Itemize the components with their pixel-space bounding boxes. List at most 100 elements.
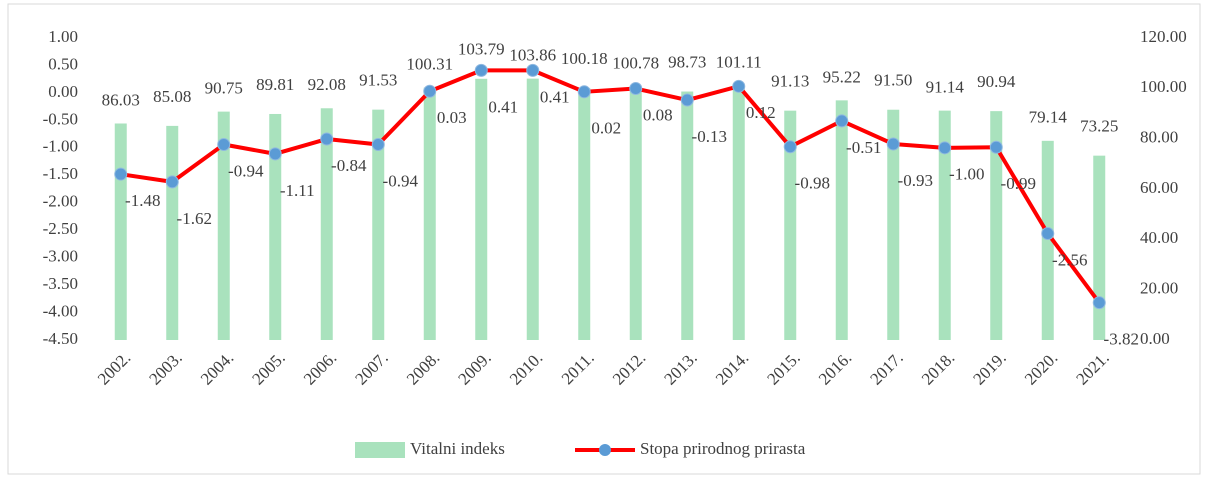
- y-tick-label: -4.50: [43, 329, 78, 348]
- bar: [269, 113, 282, 340]
- bar-value-label: 91.14: [926, 78, 965, 97]
- line-value-label: -0.98: [795, 174, 830, 193]
- bar: [681, 91, 694, 340]
- bar: [114, 123, 127, 340]
- bar: [166, 125, 179, 340]
- line-value-label: -1.48: [125, 191, 160, 210]
- bar: [835, 100, 848, 340]
- line-marker: [577, 85, 591, 99]
- bar-value-label: 73.25: [1080, 117, 1118, 136]
- line-marker: [835, 114, 849, 128]
- legend-swatch: [355, 442, 405, 458]
- line-value-label: 0.03: [437, 108, 467, 127]
- line-marker: [371, 138, 385, 152]
- bar-value-label: 86.03: [102, 90, 140, 109]
- bar: [320, 108, 333, 340]
- bar-value-label: 89.81: [256, 75, 294, 94]
- bar: [887, 109, 900, 340]
- y-tick-label: -3.00: [43, 247, 78, 266]
- line-value-label: -2.56: [1052, 250, 1087, 269]
- line: [120, 68, 1101, 304]
- y2-tick-label: 0.00: [1140, 329, 1170, 348]
- bar-value-label: 103.86: [509, 46, 556, 65]
- line-value-label: -1.00: [949, 165, 984, 184]
- line-marker: [680, 93, 694, 107]
- bar: [423, 87, 436, 341]
- bar-value-label: 100.31: [406, 54, 453, 73]
- y-tick-label: 0.00: [48, 82, 78, 101]
- bar-value-label: 91.50: [874, 71, 912, 90]
- line-marker: [989, 140, 1003, 154]
- bar-value-label: 95.22: [823, 67, 861, 86]
- bar: [732, 85, 745, 341]
- legend-label: Stopa prirodnog prirasta: [640, 439, 806, 458]
- y-tick-label: -1.00: [43, 137, 78, 156]
- bar-value-label: 100.18: [561, 49, 608, 68]
- y2-tick-label: 80.00: [1140, 128, 1178, 147]
- y-tick-label: -1.50: [43, 164, 78, 183]
- y2-tick-label: 100.00: [1140, 77, 1187, 96]
- bar-value-label: 91.13: [771, 72, 809, 91]
- legend-label: Vitalni indeks: [410, 439, 505, 458]
- line-marker: [783, 140, 797, 154]
- line-marker: [474, 63, 488, 77]
- bar: [475, 78, 488, 340]
- y-tick-label: -2.50: [43, 219, 78, 238]
- line-marker: [526, 63, 540, 77]
- line-marker: [423, 84, 437, 98]
- line-value-label: -0.94: [383, 171, 419, 190]
- line-value-label: 0.08: [643, 105, 673, 124]
- bar: [784, 110, 797, 341]
- line-marker: [165, 175, 179, 189]
- line-marker: [1092, 296, 1106, 310]
- chart-border: [7, 3, 1201, 475]
- line-marker: [732, 79, 746, 93]
- y-tick-label: -4.00: [43, 301, 78, 320]
- line-value-label: -0.93: [898, 171, 933, 190]
- bar: [938, 110, 951, 340]
- line-value-label: 0.41: [540, 87, 570, 106]
- legend-marker: [599, 444, 611, 456]
- line-marker: [320, 132, 334, 146]
- line-value-label: -1.11: [280, 181, 315, 200]
- line-value-label: -0.51: [846, 138, 881, 157]
- bar-value-label: 100.78: [612, 53, 659, 72]
- line-value-label: -0.99: [1001, 174, 1036, 193]
- bar: [629, 86, 642, 340]
- y-tick-label: 1.00: [48, 27, 78, 46]
- bar: [526, 78, 539, 340]
- line-value-label: -0.94: [228, 161, 264, 180]
- line-marker: [629, 82, 643, 96]
- line-marker: [1041, 226, 1055, 240]
- y2-tick-label: 60.00: [1140, 178, 1178, 197]
- bar-value-label: 79.14: [1029, 108, 1068, 127]
- bar-value-label: 101.11: [716, 52, 762, 71]
- bar-value-label: 92.08: [308, 75, 346, 94]
- bar: [217, 111, 230, 340]
- bar-value-label: 90.75: [205, 79, 243, 98]
- y-tick-label: -0.50: [43, 109, 78, 128]
- line-value-label: 0.12: [746, 103, 776, 122]
- bar-value-label: 98.73: [668, 52, 706, 71]
- y2-tick-label: 40.00: [1140, 228, 1178, 247]
- line-value-label: -1.62: [177, 209, 212, 228]
- bar-value-label: 91.53: [359, 71, 397, 90]
- line-value-label: -0.84: [331, 156, 367, 175]
- line-value-label: 0.41: [488, 97, 518, 116]
- bar: [1093, 155, 1106, 340]
- bar: [372, 109, 385, 340]
- y2-tick-label: 20.00: [1140, 279, 1178, 298]
- line-marker: [114, 167, 128, 181]
- bar: [1041, 140, 1054, 340]
- bar: [578, 87, 591, 340]
- line-value-label: 0.02: [591, 119, 621, 138]
- bar-value-label: 90.94: [977, 72, 1016, 91]
- line-marker: [886, 137, 900, 151]
- bar-value-label: 85.08: [153, 87, 191, 106]
- bar-value-label: 103.79: [458, 40, 505, 59]
- y-tick-label: -2.00: [43, 192, 78, 211]
- bar: [990, 111, 1003, 340]
- y-tick-label: -3.50: [43, 274, 78, 293]
- line-value-label: -3.82: [1104, 330, 1139, 349]
